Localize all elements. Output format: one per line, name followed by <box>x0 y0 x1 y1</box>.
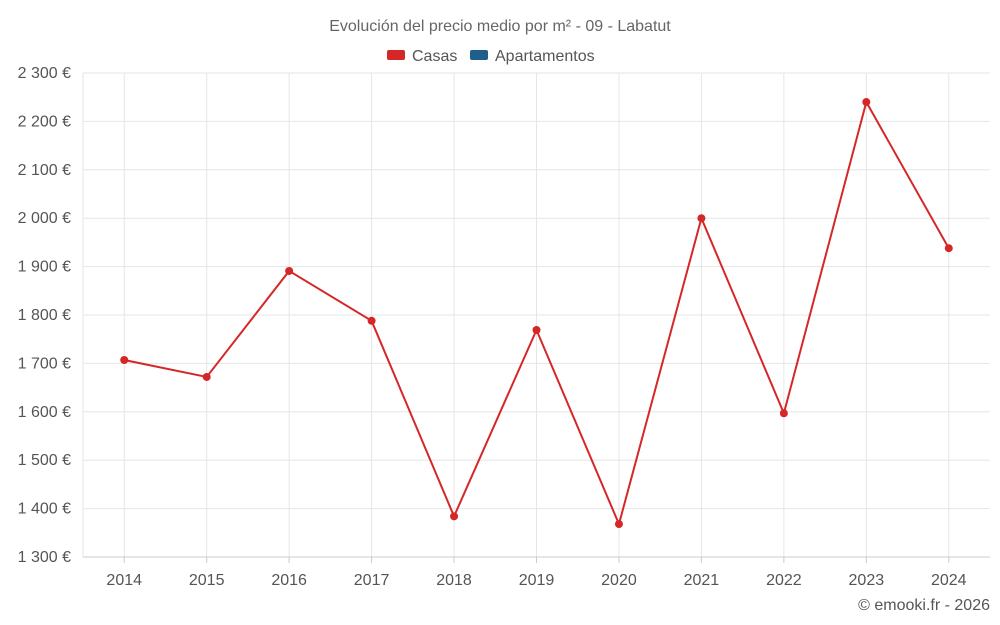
legend: Casas Apartamentos <box>387 48 595 65</box>
x-axis: 2014 2015 2016 2017 2018 2019 2020 2021 2022 2023… <box>83 556 990 589</box>
x-tick-label: 2023 <box>849 572 885 589</box>
x-tick-label: 2015 <box>189 572 225 589</box>
data-point-casas-2019[interactable] <box>532 326 541 335</box>
x-tick-label: 2022 <box>766 572 802 589</box>
y-tick-label: 2 000 € <box>18 210 71 227</box>
x-tick-label: 2024 <box>931 572 967 589</box>
legend-item-apartamentos[interactable]: Apartamentos <box>470 48 595 65</box>
y-tick-label: 2 300 € <box>18 65 71 82</box>
legend-item-casas[interactable]: Casas <box>387 48 457 65</box>
data-point-casas-2022[interactable] <box>779 409 788 418</box>
y-tick-label: 1 600 € <box>18 404 71 421</box>
data-point-casas-2021[interactable] <box>697 214 706 223</box>
x-tick-label: 2014 <box>106 572 142 589</box>
x-tick-label: 2017 <box>354 572 390 589</box>
legend-label-apartamentos: Apartamentos <box>495 48 595 65</box>
y-tick-label: 1 800 € <box>18 307 71 324</box>
x-tick-label: 2018 <box>436 572 472 589</box>
data-point-casas-2018[interactable] <box>450 512 459 521</box>
x-tick-label: 2020 <box>601 572 637 589</box>
grid <box>82 72 990 558</box>
data-point-casas-2020[interactable] <box>614 520 623 529</box>
data-point-casas-2016[interactable] <box>285 266 294 275</box>
legend-label-casas: Casas <box>412 48 457 65</box>
y-tick-label: 1 700 € <box>18 355 71 372</box>
y-tick-label: 1 900 € <box>18 259 71 276</box>
legend-swatch-casas <box>387 50 405 60</box>
data-point-casas-2015[interactable] <box>202 372 211 381</box>
series-casas <box>120 98 953 529</box>
y-axis: 1 300 € 1 400 € 1 500 € 1 600 € 1 700 € 1 800… <box>18 65 71 566</box>
data-point-casas-2023[interactable] <box>862 98 871 107</box>
legend-swatch-apartamentos <box>470 50 488 60</box>
y-tick-label: 1 400 € <box>18 501 71 518</box>
data-point-casas-2014[interactable] <box>120 356 129 365</box>
y-tick-label: 1 300 € <box>18 549 71 566</box>
y-tick-label: 2 200 € <box>18 113 71 130</box>
credit-text: © emooki.fr - 2026 <box>858 597 990 614</box>
x-tick-label: 2016 <box>271 572 307 589</box>
y-tick-label: 2 100 € <box>18 162 71 179</box>
chart-title: Evolución del precio medio por m² - 09 -… <box>329 18 671 35</box>
x-tick-label: 2021 <box>684 572 720 589</box>
y-tick-label: 1 500 € <box>18 452 71 469</box>
data-point-casas-2024[interactable] <box>944 244 953 253</box>
x-tick-label: 2019 <box>519 572 555 589</box>
data-point-casas-2017[interactable] <box>367 316 376 325</box>
